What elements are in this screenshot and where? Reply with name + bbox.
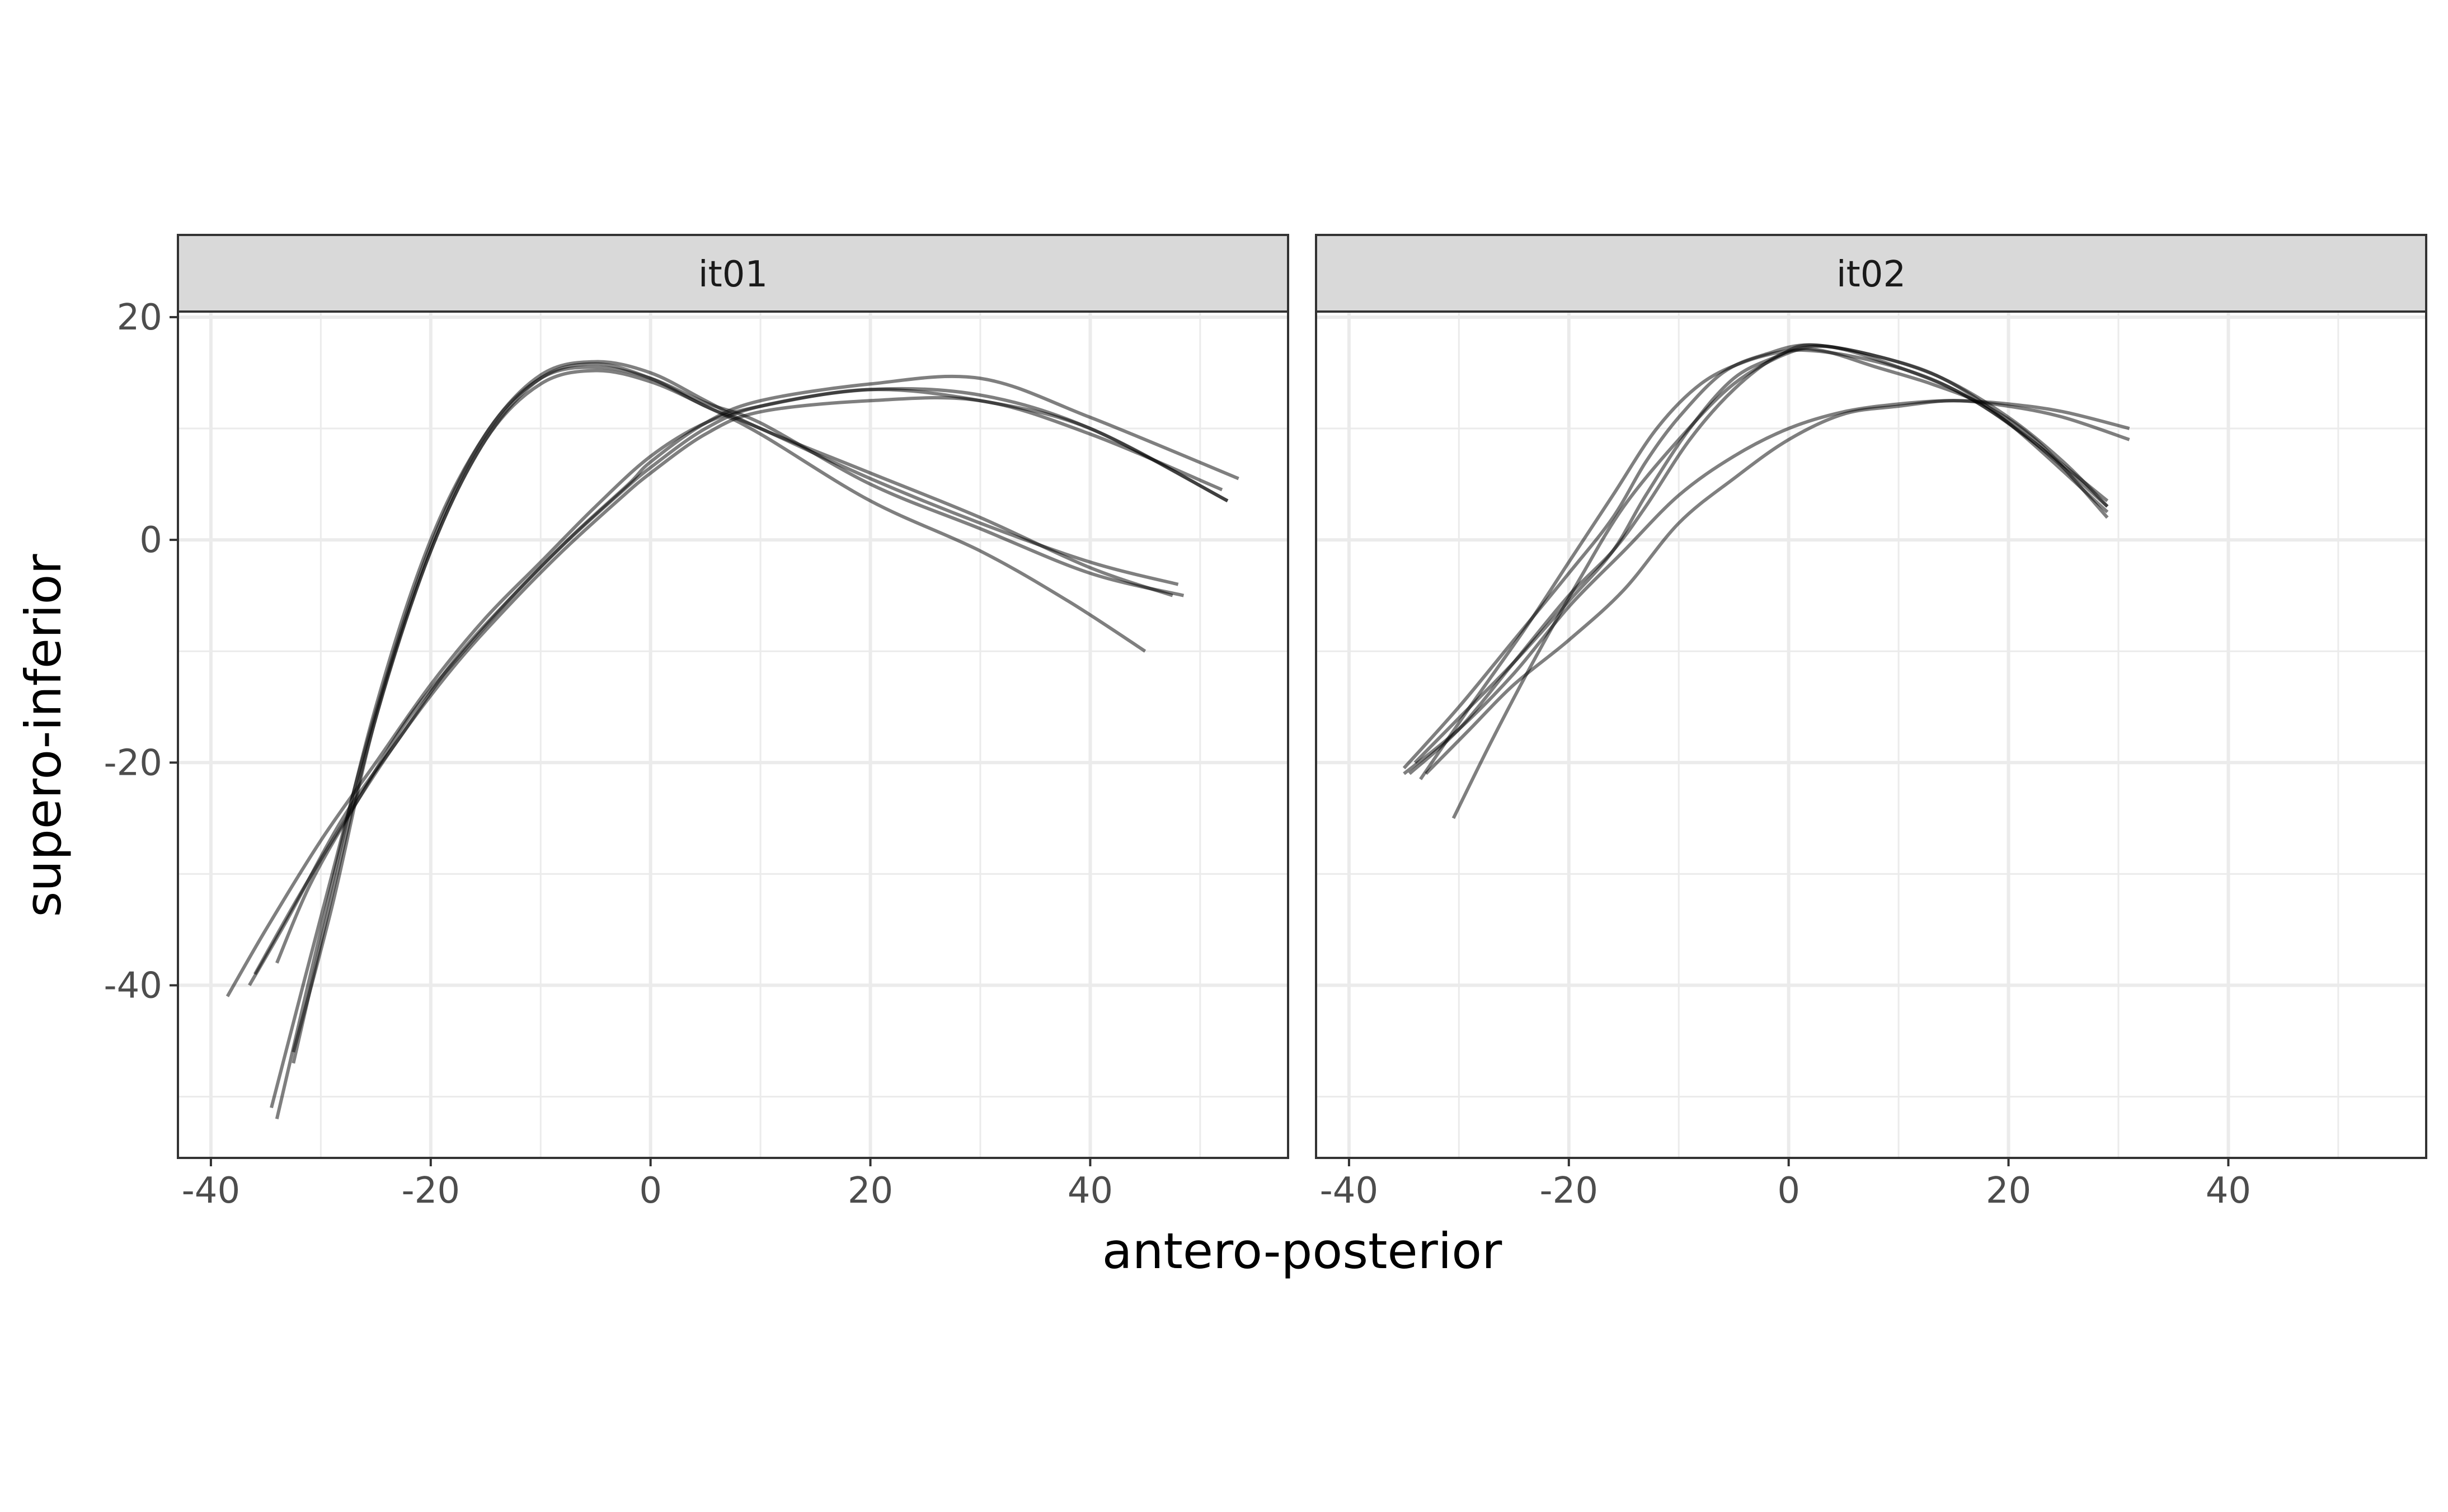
panel-border-it01	[177, 310, 1289, 1159]
series-line	[270, 365, 1185, 1109]
x-tick-label: -20	[402, 1170, 461, 1212]
y-tick-label: 0	[139, 520, 162, 561]
x-tick-label: 40	[1068, 1170, 1113, 1212]
facet-strip-it01	[177, 234, 1289, 313]
x-tick-label: 20	[848, 1170, 893, 1212]
x-tick-label: 0	[639, 1170, 662, 1212]
x-tick-label: -20	[1540, 1170, 1599, 1212]
x-tick-label: -40	[1320, 1170, 1379, 1212]
series-line	[253, 396, 1223, 975]
y-axis-title: supero-inferior	[15, 554, 72, 917]
x-axis-it01: -40 -20 0 20 40	[182, 1158, 1113, 1212]
x-tick-label: 20	[1986, 1170, 2031, 1212]
facet-label-it02: it02	[1836, 254, 1906, 295]
y-axis: 20 0 -20 -40	[104, 297, 178, 1006]
x-tick-label: 0	[1777, 1170, 1800, 1212]
gridlines-it01	[178, 312, 1288, 1158]
x-tick-label: -40	[182, 1170, 241, 1212]
series-lines-it02	[1402, 343, 2130, 819]
x-axis-it02: -40 -20 0 20 40	[1320, 1158, 2251, 1212]
panel-it01: it01	[177, 234, 1289, 1159]
series-line	[1413, 343, 2109, 764]
panel-it02: it02	[1315, 234, 2427, 1159]
panel-border-it02	[1315, 310, 2427, 1159]
series-line	[292, 369, 1147, 1064]
series-line	[1403, 399, 2130, 775]
y-tick-label: 20	[117, 297, 162, 338]
x-axis-title: antero-posterior	[1102, 1222, 1502, 1280]
y-tick-label: -40	[104, 965, 162, 1006]
facet-strip-it02	[1315, 234, 2427, 313]
series-line	[1425, 399, 2130, 775]
x-tick-label: 40	[2206, 1170, 2251, 1212]
facet-label-it01: it01	[698, 254, 768, 295]
y-tick-label: -20	[104, 742, 162, 784]
series-lines-it01	[225, 360, 1239, 1119]
gridlines-it02	[1316, 312, 2426, 1158]
